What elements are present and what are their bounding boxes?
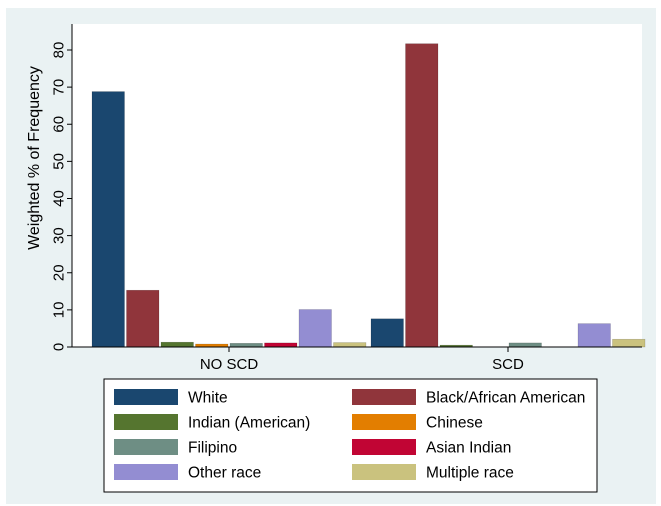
legend-swatch-asian-indian <box>352 439 416 455</box>
legend-swatch-white <box>114 389 178 405</box>
y-tick-label: 40 <box>51 190 68 207</box>
bar-multiple-race-scd <box>612 338 646 348</box>
legend-label-filipino: Filipino <box>188 440 237 457</box>
bar-black-african-american-scd <box>405 43 439 348</box>
bar-filipino-no-scd <box>229 343 263 348</box>
legend-label-other-race: Other race <box>188 465 261 482</box>
legend-label-black-african-american: Black/African American <box>426 390 585 407</box>
y-tick-label: 10 <box>51 302 68 319</box>
y-tick-label: 50 <box>51 153 68 170</box>
bar-indian-american-no-scd <box>160 341 194 348</box>
y-tick-label: 30 <box>51 227 68 244</box>
legend-label-white: White <box>188 390 228 407</box>
y-axis: 0 10 20 30 40 50 60 70 80 <box>51 24 73 351</box>
bar-white-scd <box>370 318 404 348</box>
bar-chart: 0 10 20 30 40 50 60 70 80 NO SCD SCD Weighted % o… <box>26 24 646 493</box>
x-tick-label-scd: SCD <box>492 356 524 373</box>
legend-swatch-filipino <box>114 439 178 455</box>
legend-label-indian-american: Indian (American) <box>188 415 310 432</box>
bar-multiple-race-no-scd <box>333 342 367 348</box>
legend-label-chinese: Chinese <box>426 415 483 432</box>
y-tick-label: 70 <box>51 79 68 96</box>
legend-label-multiple-race: Multiple race <box>426 465 514 482</box>
y-tick-label: 0 <box>51 343 68 351</box>
bar-other-race-scd <box>577 323 611 348</box>
y-tick-label: 20 <box>51 264 68 281</box>
bar-asian-indian-no-scd <box>264 342 298 348</box>
legend-swatch-black-african-american <box>352 389 416 405</box>
bars-group <box>91 43 646 348</box>
bar-other-race-no-scd <box>298 309 332 348</box>
bar-black-african-american-no-scd <box>126 289 160 348</box>
chart-frame: 0 10 20 30 40 50 60 70 80 NO SCD SCD Weighted % o… <box>6 8 656 504</box>
legend-label-asian-indian: Asian Indian <box>426 440 511 457</box>
bar-white-no-scd <box>91 91 125 348</box>
y-tick-label: 60 <box>51 116 68 133</box>
x-axis: NO SCD SCD <box>72 346 642 373</box>
y-axis-title: Weighted % of Frequency <box>26 66 43 250</box>
bar-filipino-scd <box>508 342 542 348</box>
y-tick-label: 80 <box>51 42 68 59</box>
x-tick-label-no-scd: NO SCD <box>200 356 259 373</box>
plot-area <box>72 24 642 347</box>
legend-box <box>103 378 598 493</box>
legend-swatch-indian-american <box>114 414 178 430</box>
legend-swatch-chinese <box>352 414 416 430</box>
legend-swatch-other-race <box>114 464 178 480</box>
legend-swatch-multiple-race <box>352 464 416 480</box>
legend: White Black/African American Indian (Ameri… <box>103 378 598 493</box>
